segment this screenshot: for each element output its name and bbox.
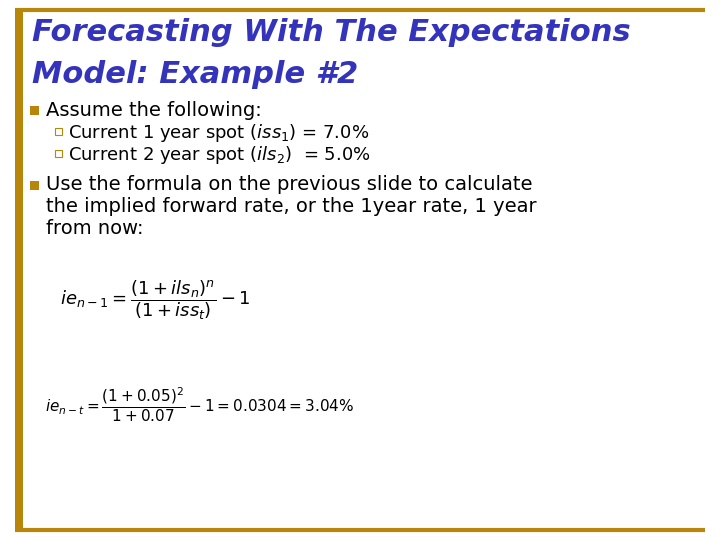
Text: $\mathit{ie}_{n-t} = \dfrac{(1+0.05)^2}{1+0.07} - 1 = 0.0304 = 3.04\%$: $\mathit{ie}_{n-t} = \dfrac{(1+0.05)^2}{… [45,386,354,424]
Text: Use the formula on the previous slide to calculate: Use the formula on the previous slide to… [46,176,533,194]
Text: Current 1 year spot ($\mathit{iss}_1$) = 7.0%: Current 1 year spot ($\mathit{iss}_1$) =… [68,122,369,144]
Bar [15,10,23,530]
Bar [55,150,62,157]
Text: Current 2 year spot ($\mathit{ils}_2$)  = 5.0%: Current 2 year spot ($\mathit{ils}_2$) =… [68,144,371,166]
Bar [30,106,39,115]
Bar [55,128,62,135]
Text: Assume the following:: Assume the following: [46,100,262,119]
Bar [30,181,39,190]
Text: from now:: from now: [46,219,143,239]
Text: $\mathit{ie}_{n-1} = \dfrac{(1 + \mathit{ils}_n)^n}{(1 + \mathit{iss}_t)} - 1$: $\mathit{ie}_{n-1} = \dfrac{(1 + \mathit… [60,278,251,322]
Text: the implied forward rate, or the 1year rate, 1 year: the implied forward rate, or the 1year r… [46,198,536,217]
Text: Model: Example #2: Model: Example #2 [32,60,359,89]
Text: Forecasting With The Expectations: Forecasting With The Expectations [32,18,631,47]
